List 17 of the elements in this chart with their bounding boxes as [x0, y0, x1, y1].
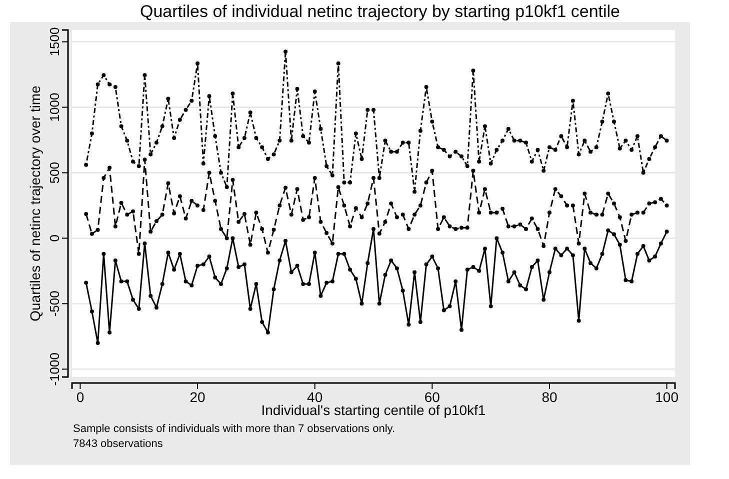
y-tick-label: -500: [47, 290, 62, 317]
y-tick-label: 1000: [47, 92, 62, 122]
x-tick-label: 0: [76, 388, 84, 405]
x-tick-label: 60: [424, 388, 440, 405]
x-tick-label: 80: [542, 388, 558, 405]
x-tick-label: 40: [307, 388, 323, 405]
x-axis-title: Individual's starting centile of p10kf1: [261, 402, 486, 418]
y-tick-label: -1000: [47, 352, 62, 386]
y-tick-label: 1500: [47, 27, 62, 56]
chart-title: Quartiles of individual netinc trajectory by starting p10kf1 centile: [140, 2, 620, 21]
text: 7843 observations: [73, 438, 164, 450]
y-axis-title: Quartiles of netinc trajectory over time: [27, 85, 43, 322]
y-tick-label: 0: [47, 234, 62, 242]
x-tick-label: 100: [655, 388, 679, 405]
text: Sample consists of individuals with more than 7 observations only.: [73, 423, 396, 435]
y-tick-label: 500: [47, 162, 62, 184]
x-tick-label: 20: [190, 388, 206, 405]
